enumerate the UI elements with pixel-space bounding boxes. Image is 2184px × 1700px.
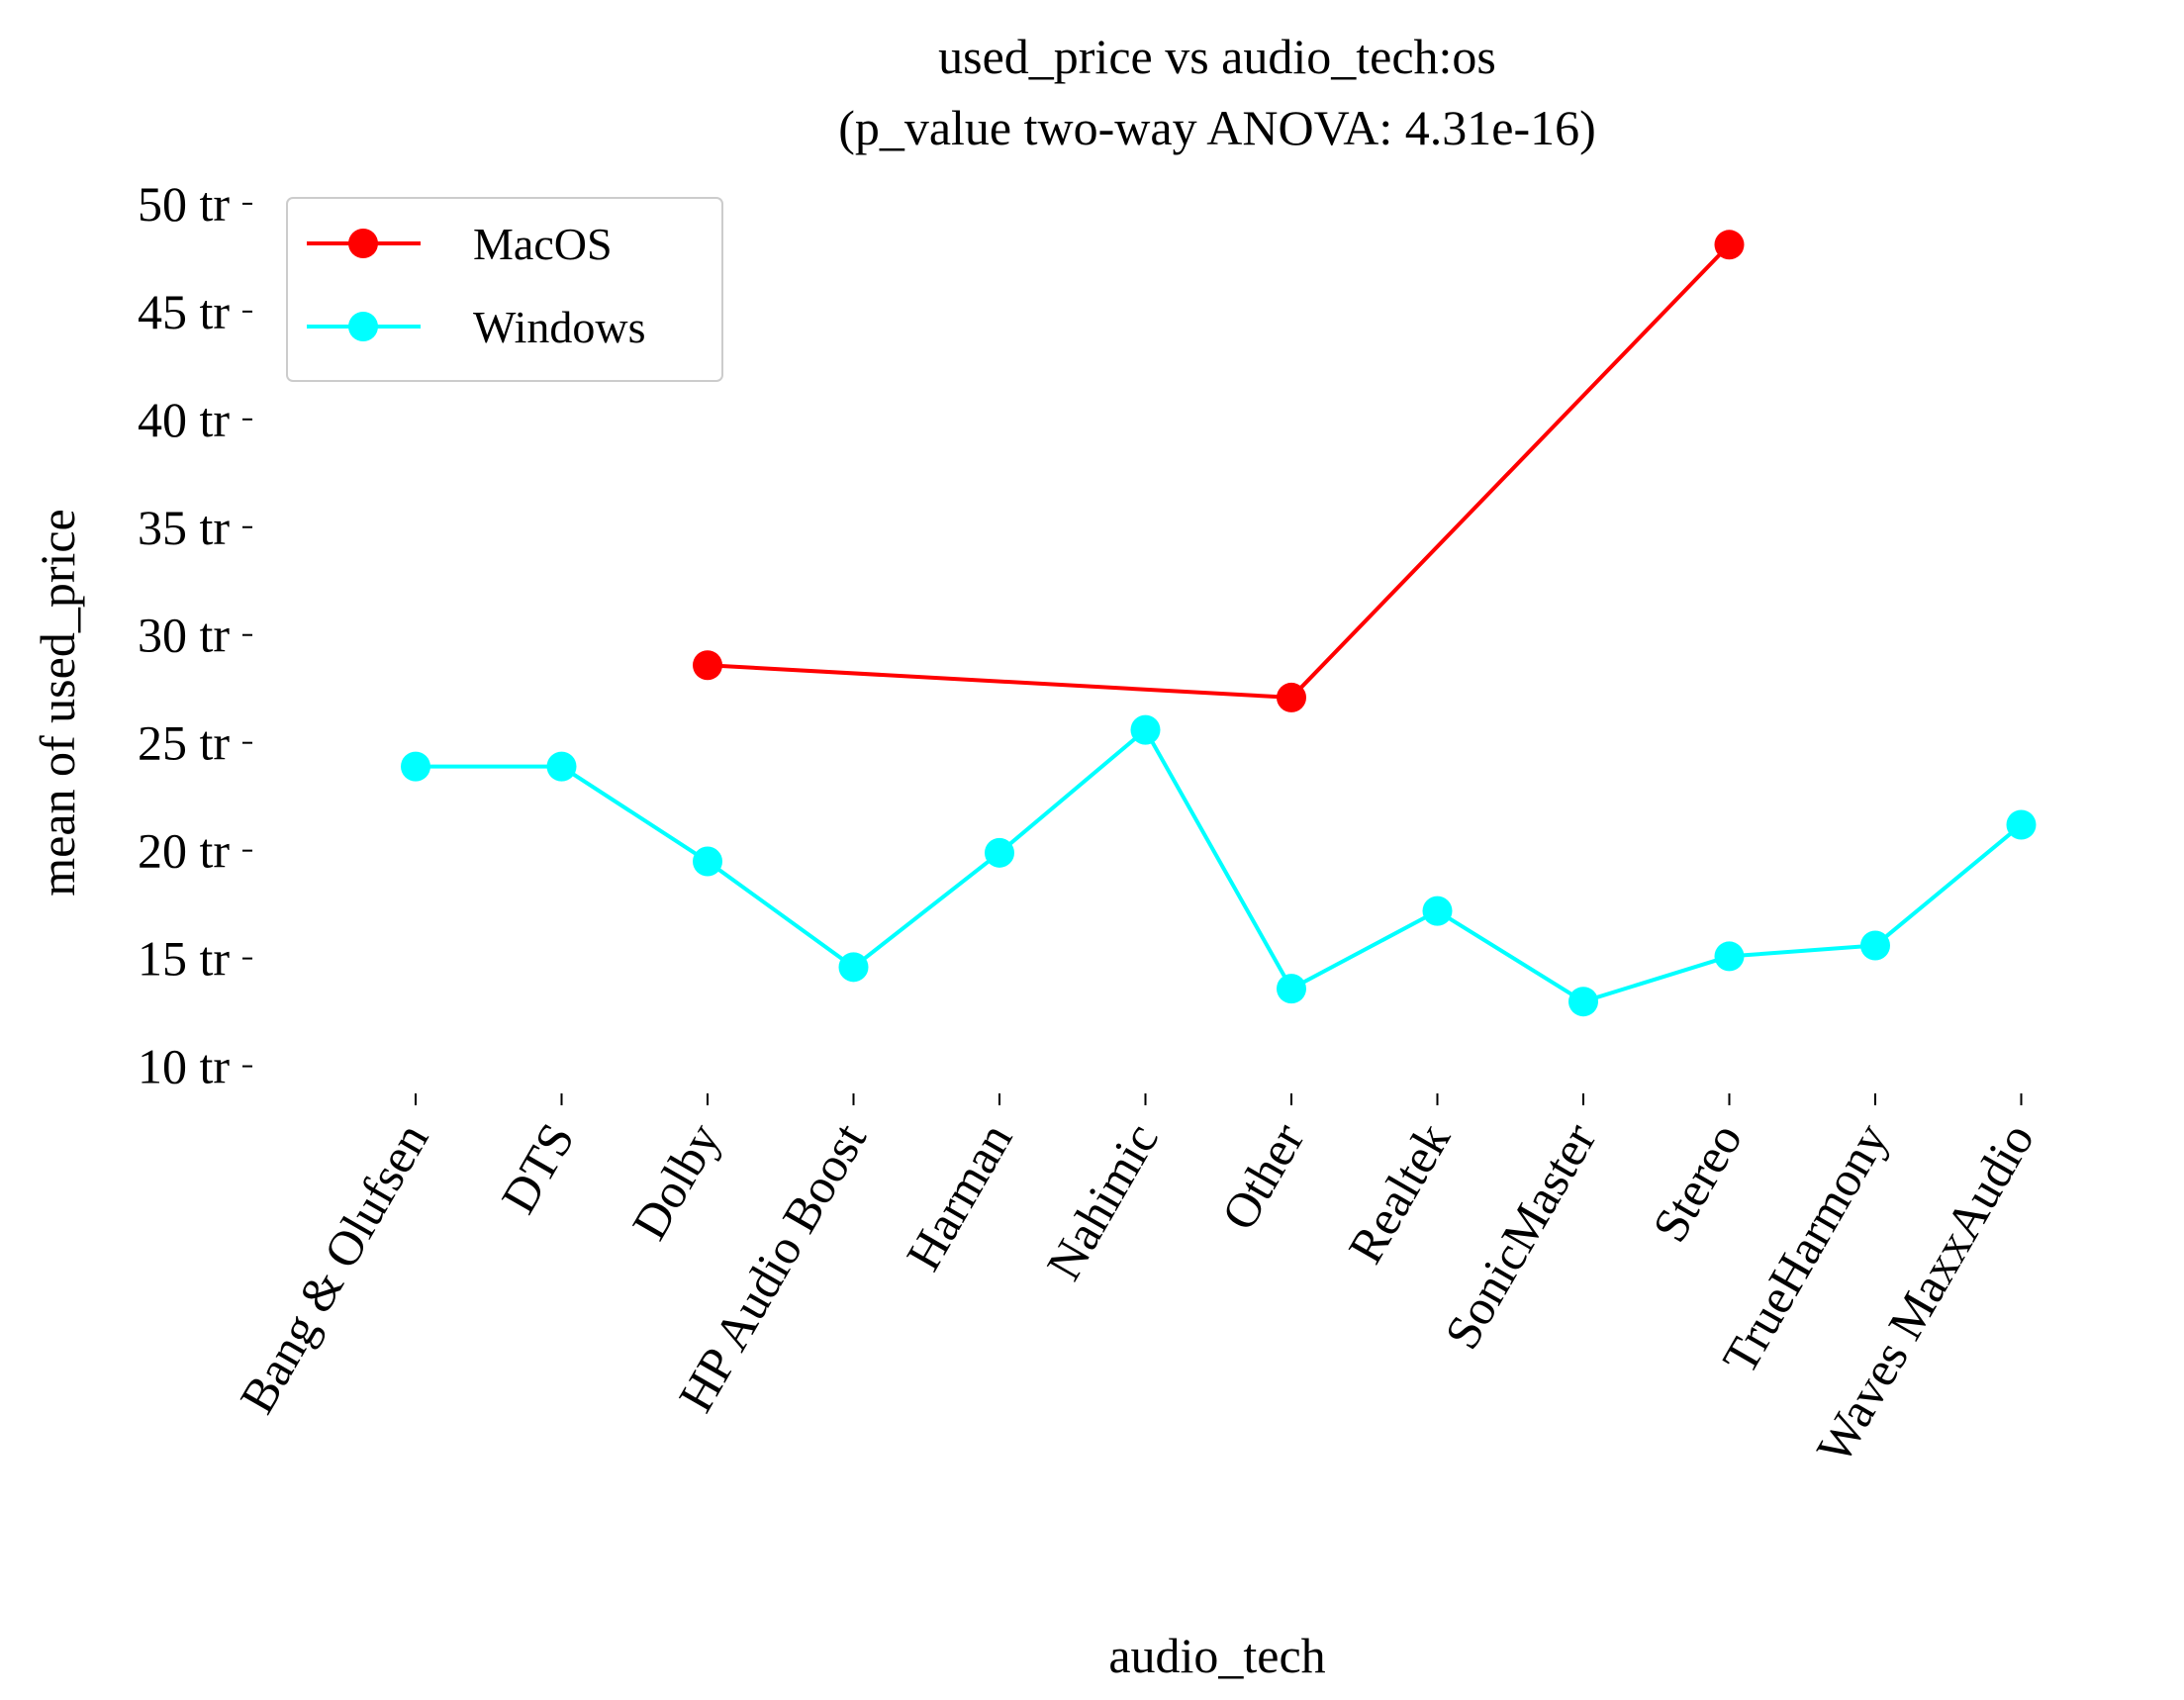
y-tick-label: 45 tr: [138, 284, 230, 339]
series-line-windows: [416, 727, 2023, 1004]
x-tick-label-dts: DTS: [490, 1114, 585, 1223]
point-windows-dolby: [693, 846, 722, 877]
point-macos-dolby: [693, 650, 722, 681]
y-tick-label: 30 tr: [138, 608, 230, 663]
point-windows-waves-maxxaudio: [2006, 809, 2037, 840]
legend-label-windows: Windows: [473, 302, 645, 352]
point-macos-other: [1277, 682, 1306, 712]
point-windows-bang-olufsen: [401, 751, 430, 782]
y-axis: 10 tr 15 tr 20 tr 25 tr 30 tr 35 tr 40 tr 45 tr…: [138, 176, 252, 1094]
point-windows-nahimic: [1130, 714, 1161, 745]
x-tick-label-realtek: Realtek: [1337, 1114, 1461, 1273]
legend-marker-windows: [348, 312, 378, 341]
y-tick-label: 25 tr: [138, 715, 230, 771]
x-axis-title: audio_tech: [1108, 1628, 1325, 1683]
series-line-macos: [707, 242, 1731, 700]
y-tick-label: 20 tr: [138, 823, 230, 879]
legend-marker-macos: [348, 229, 378, 258]
x-tick-label-sonicmaster: SonicMaster: [1434, 1113, 1607, 1358]
x-tick-label-stereo: Stereo: [1642, 1114, 1753, 1252]
y-tick-label: 15 tr: [138, 931, 230, 987]
chart-subtitle: (p_value two-way ANOVA: 4.31e-16): [838, 100, 1596, 155]
x-tick-label-harman: Harman: [896, 1114, 1023, 1279]
y-tick-label: 40 tr: [138, 392, 230, 447]
point-windows-trueharmony: [1860, 930, 1890, 961]
y-tick-label: 10 tr: [138, 1039, 230, 1094]
point-windows-dts: [546, 751, 577, 782]
x-tick-label-nahimic: Nahimic: [1035, 1114, 1169, 1289]
point-windows-realtek: [1422, 896, 1453, 926]
point-windows-sonicmaster: [1568, 987, 1598, 1017]
y-tick-label: 35 tr: [138, 500, 230, 555]
legend-label-macos: MacOS: [473, 219, 613, 269]
point-windows-hp-audio-boost: [838, 952, 869, 983]
point-windows-harman: [985, 837, 1014, 868]
point-macos-stereo: [1714, 230, 1745, 260]
point-windows-other: [1277, 974, 1306, 1004]
chart-title: used_price vs audio_tech:os: [938, 29, 1496, 84]
y-tick-label: 50 tr: [138, 176, 230, 232]
x-tick-label-dolby: Dolby: [621, 1114, 731, 1249]
legend: MacOS Windows: [286, 197, 723, 382]
x-tick-label-other: Other: [1210, 1113, 1315, 1239]
y-axis-title: mean of used_price: [30, 509, 85, 897]
point-windows-stereo: [1714, 941, 1745, 972]
x-tick-label-bang-olufsen: Bang & Olufsen: [229, 1114, 438, 1423]
series-layer: [401, 230, 2037, 1017]
